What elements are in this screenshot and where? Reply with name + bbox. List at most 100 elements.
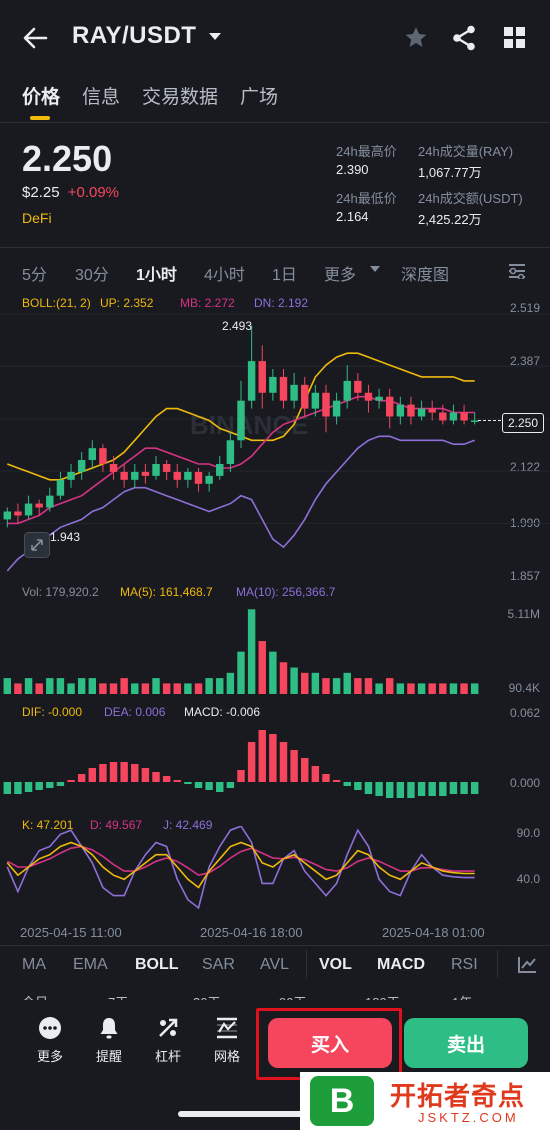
tab-square[interactable]: 广场	[240, 87, 279, 108]
period-item[interactable]: 90天	[279, 992, 306, 1004]
interval-1h[interactable]: 1小时	[136, 267, 177, 284]
caret-down-icon[interactable]	[208, 32, 222, 42]
interval-30m[interactable]: 30分	[75, 267, 109, 284]
period-item[interactable]: 7天	[108, 992, 128, 1004]
candle	[417, 408, 426, 417]
volume-bar	[46, 678, 54, 694]
expand-chart-icon[interactable]	[24, 532, 50, 558]
volume-axis-tick: 5.11M	[507, 607, 540, 621]
low-marker: 1.943	[50, 530, 81, 544]
volume-bar	[343, 672, 351, 694]
ind-tab-vol[interactable]: VOL	[319, 956, 352, 973]
fiat-price: $2.25	[22, 184, 60, 201]
macd-bar	[35, 782, 43, 790]
ind-tab-boll[interactable]: BOLL	[135, 956, 179, 973]
exchange-watermark: BINANCE	[190, 410, 308, 440]
kdj-k: K: 47.201	[22, 818, 74, 832]
macd-bar	[407, 782, 415, 798]
candle	[35, 503, 43, 508]
last-price: 2.250	[22, 138, 113, 179]
macd-bar	[56, 782, 65, 786]
volume-bar	[173, 683, 181, 694]
macd-bar	[343, 782, 351, 786]
volume-bar	[226, 672, 235, 694]
bell-icon	[100, 1018, 118, 1039]
period-item[interactable]: 1年	[452, 992, 472, 1004]
ind-tab-ma[interactable]: MA	[22, 956, 46, 973]
period-item[interactable]: 30天	[193, 992, 220, 1004]
kdj-k-line	[6, 841, 475, 889]
candle	[343, 380, 351, 401]
candle	[173, 471, 181, 480]
tab-info[interactable]: 信息	[82, 87, 121, 108]
share-icon[interactable]	[452, 25, 476, 51]
volume-bar	[162, 683, 171, 694]
interval-depth[interactable]: 深度图	[401, 267, 450, 284]
price-change: +0.09%	[67, 184, 120, 201]
ind-tab-rsi[interactable]: RSI	[451, 956, 478, 973]
candle	[216, 463, 224, 476]
candle	[301, 384, 309, 409]
pair-title[interactable]: RAY/USDT	[72, 22, 197, 49]
interval-more[interactable]: 更多	[324, 267, 357, 284]
grid-icon[interactable]	[504, 27, 525, 48]
more-tool[interactable]: 更多	[28, 1016, 72, 1065]
candle	[311, 392, 320, 409]
vol-ma10: MA(10): 256,366.7	[236, 585, 336, 599]
macd-bar	[332, 780, 341, 782]
candle	[152, 463, 160, 476]
kdj-axis-tick: 90.0	[516, 826, 540, 840]
candlestick-chart[interactable]: BINANCE	[0, 310, 550, 580]
interval-4h[interactable]: 4小时	[204, 267, 245, 284]
volume-bar	[439, 683, 447, 694]
volume-bar	[470, 683, 479, 694]
volume-bar	[194, 683, 203, 694]
ind-tab-sar[interactable]: SAR	[202, 956, 235, 973]
indicator-settings-icon[interactable]	[517, 956, 537, 974]
macd-bar	[237, 770, 245, 782]
volume-bar	[258, 641, 266, 694]
category-tag[interactable]: DeFi	[22, 210, 52, 226]
macd-bar	[258, 730, 266, 782]
candle	[396, 404, 405, 417]
macd-bar	[3, 782, 12, 794]
alert-tool[interactable]: 提醒	[87, 1016, 131, 1065]
volume-bar	[205, 678, 213, 694]
candle	[77, 460, 86, 472]
macd-bar	[14, 782, 22, 794]
leverage-tool[interactable]: 杠杆	[146, 1016, 190, 1065]
low-label: 24h最低价	[336, 191, 397, 206]
price-axis-tick: 2.387	[509, 354, 540, 368]
header: RAY/USDT	[0, 0, 550, 76]
boll-up: UP: 2.352	[100, 296, 154, 310]
candle	[460, 412, 468, 421]
back-arrow-icon[interactable]	[22, 26, 48, 50]
grid-trading-icon	[217, 1017, 237, 1039]
macd-bar	[77, 774, 86, 782]
buy-button[interactable]: 买入	[268, 1018, 392, 1068]
candle	[258, 361, 266, 393]
leverage-label: 杠杆	[154, 1049, 181, 1064]
grid-tool[interactable]: 网格	[205, 1016, 249, 1065]
boll-params: BOLL:(21, 2)	[22, 296, 91, 310]
period-item[interactable]: 180天	[365, 992, 400, 1004]
home-indicator[interactable]	[178, 1111, 368, 1117]
period-row: 今日 7天 30天 90天 180天 1年	[0, 992, 550, 1004]
interval-5m[interactable]: 5分	[22, 267, 47, 284]
sell-button[interactable]: 卖出	[404, 1018, 528, 1068]
ind-tab-macd[interactable]: MACD	[377, 956, 425, 973]
macd-bar	[364, 782, 373, 794]
tab-price[interactable]: 价格	[22, 87, 61, 108]
interval-1d[interactable]: 1日	[272, 267, 297, 284]
tab-trading-data[interactable]: 交易数据	[142, 87, 219, 108]
ind-tab-ema[interactable]: EMA	[73, 956, 108, 973]
volume-bar	[184, 683, 192, 694]
macd-bar	[269, 734, 277, 782]
ind-tab-avl[interactable]: AVL	[260, 956, 290, 973]
chart-settings-icon[interactable]	[507, 263, 527, 279]
candle	[3, 511, 12, 520]
period-item[interactable]: 今日	[22, 992, 48, 1004]
candle	[56, 479, 65, 496]
star-icon[interactable]	[403, 25, 429, 50]
candle	[354, 380, 362, 393]
